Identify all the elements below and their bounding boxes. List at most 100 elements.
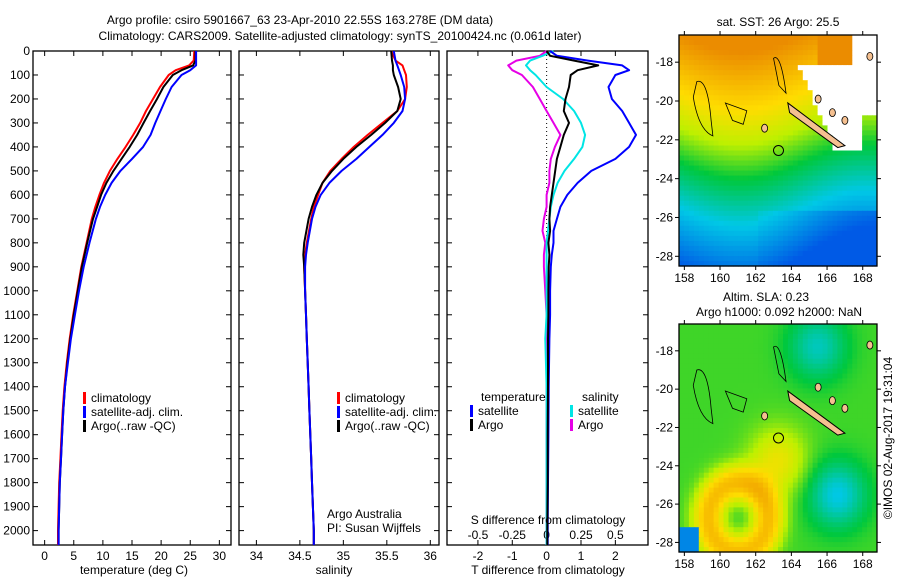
- map-cell: [847, 205, 853, 212]
- map-cell: [688, 438, 695, 444]
- map-cell: [733, 45, 739, 51]
- map-cell: [748, 195, 754, 202]
- map-cell: [847, 343, 853, 350]
- map-cell: [812, 512, 819, 518]
- map-cell: [778, 457, 784, 464]
- map-cell: [733, 240, 739, 247]
- map-cell: [698, 75, 705, 81]
- map-cell: [713, 333, 720, 340]
- map-cell: [857, 443, 863, 449]
- map-cell: [872, 225, 878, 232]
- map-cell: [733, 353, 739, 360]
- map-cell: [768, 115, 774, 121]
- map-cell: [837, 110, 843, 116]
- map-cell: [822, 507, 828, 513]
- map-cell: [837, 75, 843, 81]
- map-cell: [768, 200, 774, 207]
- map-cell: [698, 512, 705, 518]
- map-cell: [688, 160, 695, 167]
- map-cell: [768, 65, 774, 71]
- map-cell: [862, 443, 868, 449]
- map-cell: [778, 170, 784, 177]
- map-cell: [792, 482, 799, 489]
- map-cell: [758, 225, 764, 232]
- map-cell: [778, 329, 784, 335]
- map-cell: [763, 477, 769, 484]
- map-cell: [733, 532, 739, 538]
- map-cell: [679, 125, 685, 131]
- map-cell: [797, 165, 804, 172]
- map-cell: [842, 95, 848, 101]
- map-cell: [807, 383, 814, 390]
- map-cell: [738, 185, 744, 192]
- map-cell: [847, 329, 853, 335]
- map-cell: [684, 105, 690, 111]
- map-cell: [698, 180, 705, 187]
- map-cell: [832, 353, 838, 360]
- map-cell: [718, 235, 725, 242]
- map-cell: [787, 472, 794, 479]
- map-cell: [738, 418, 744, 424]
- map-cell: [718, 537, 725, 543]
- map-cell: [718, 447, 725, 454]
- map-cell: [832, 477, 838, 484]
- map-cell: [817, 428, 824, 434]
- map-cell: [698, 343, 705, 350]
- map-cell: [713, 423, 720, 429]
- map-cell: [768, 165, 774, 172]
- map-cell: [812, 165, 819, 172]
- map-cell: [802, 333, 809, 340]
- map-cell: [693, 145, 700, 152]
- map-cell: [778, 130, 784, 136]
- map-cell: [748, 145, 754, 152]
- map-cell: [758, 150, 764, 157]
- map-cell: [822, 348, 828, 355]
- map-cell: [787, 220, 794, 227]
- map-cell: [807, 433, 814, 439]
- map-cell: [872, 383, 878, 390]
- map-cell: [693, 105, 700, 111]
- map-cell: [703, 413, 710, 419]
- map-cell: [733, 408, 739, 414]
- map-cell: [862, 398, 868, 404]
- map-cell: [797, 443, 804, 449]
- map-cell: [713, 225, 720, 232]
- map-cell: [728, 195, 734, 202]
- map-cell: [733, 413, 739, 419]
- map-cell: [857, 547, 863, 553]
- map-cell: [797, 329, 804, 335]
- s-xtick-label: -0.25: [499, 528, 527, 542]
- map-cell: [783, 388, 789, 394]
- map-cell: [872, 522, 878, 528]
- map-cell: [718, 120, 725, 126]
- map-cell: [708, 180, 715, 187]
- map-cell: [847, 225, 853, 232]
- map-cell: [832, 175, 838, 182]
- map-cell: [787, 383, 794, 390]
- map-cell: [718, 398, 725, 404]
- map-cell: [872, 502, 878, 508]
- map-cell: [718, 230, 725, 237]
- map-cell: [718, 393, 725, 399]
- map-cell: [812, 482, 819, 489]
- map-cell: [748, 200, 754, 207]
- map-cell: [817, 75, 824, 81]
- map-cell: [832, 180, 838, 187]
- map-cell: [852, 110, 858, 116]
- map-cell: [763, 482, 769, 489]
- map-cell: [698, 428, 705, 434]
- map2-group: [679, 324, 878, 553]
- map-cell: [748, 507, 754, 513]
- map-cell: [783, 443, 789, 449]
- map-cell: [748, 527, 754, 533]
- map-cell: [852, 462, 858, 469]
- map-cell: [857, 75, 863, 81]
- map-cell: [797, 338, 804, 345]
- map-cell: [872, 230, 878, 237]
- map-cell: [872, 433, 878, 439]
- map-cell: [718, 40, 725, 46]
- map-cell: [802, 220, 809, 227]
- map-cell: [827, 373, 833, 380]
- map-cell: [728, 70, 734, 76]
- map-cell: [728, 363, 734, 370]
